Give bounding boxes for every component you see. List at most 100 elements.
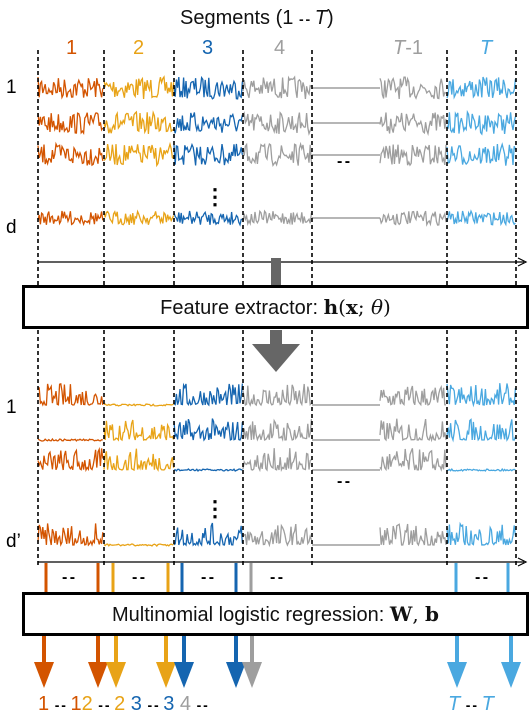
- output-arrow-head: [88, 662, 108, 688]
- top-row-label-last: d: [6, 217, 17, 238]
- output-dots-t: - -: [465, 697, 477, 713]
- arrow-gap-dots-2: - -: [132, 569, 145, 586]
- output-label-3a: 3: [130, 693, 142, 715]
- output-arrow-head: [501, 662, 521, 688]
- segment-label-t: T: [480, 37, 493, 59]
- top-trace: [446, 76, 517, 100]
- arrow-gap-dots-4: - -: [270, 569, 283, 586]
- bottom-trace: [173, 522, 244, 547]
- top-trace: [379, 76, 447, 100]
- output-dots-3: - -: [147, 697, 158, 713]
- mlr-label: Multinomial logistic regression:: [111, 604, 390, 626]
- output-labels: 1 - - 12 - - 2 3 - - 3 4 - -: [38, 693, 208, 715]
- bottom-trace: [38, 382, 104, 407]
- output-label-1a: 1: [38, 693, 50, 715]
- top-trace: [103, 141, 174, 168]
- big-arrow-shaft: [270, 330, 282, 344]
- time-axis-head: [517, 257, 528, 267]
- output-arrow-head: [242, 662, 262, 688]
- bottom-trace: [446, 418, 517, 443]
- output-arrow-head: [447, 662, 467, 688]
- feature-extractor-label: Feature extractor:: [160, 297, 324, 319]
- feature-extractor-close: ): [383, 295, 391, 319]
- feature-extractor-func: h: [323, 295, 339, 319]
- bottom-trace: [446, 521, 517, 546]
- top-trace: [173, 112, 244, 134]
- bottom-trace: [242, 418, 313, 442]
- output-label-1b: 1: [70, 693, 82, 715]
- bottom-row-label-last: d’: [6, 531, 21, 552]
- top-trace: [379, 144, 447, 167]
- bottom-trace: [173, 382, 244, 407]
- feature-extractor-theta: θ: [370, 295, 384, 319]
- output-arrow-head: [156, 662, 176, 688]
- top-trace: [379, 112, 447, 137]
- segment-label-t-minus-1: T-1: [393, 38, 423, 58]
- mlr-box: Multinomial logistic regression: W, b: [22, 592, 529, 636]
- top-trace: [173, 75, 244, 100]
- feature-extractor-sep: ;: [357, 295, 371, 319]
- bottom-trace: [103, 543, 174, 547]
- top-trace: [446, 109, 517, 136]
- bottom-trace: [103, 448, 175, 472]
- top-trace: [446, 209, 516, 227]
- bottom-trace: [37, 523, 104, 547]
- output-dots-2: - -: [98, 697, 109, 713]
- time-axis-head: [517, 557, 528, 567]
- output-label-3b: 3: [163, 693, 175, 715]
- top-trace: [103, 75, 175, 99]
- top-trace: [173, 142, 244, 166]
- top-trace: [37, 76, 104, 100]
- feature-extractor-open: (: [338, 295, 346, 319]
- bottom-trace: [173, 468, 243, 473]
- segment-label-3: 3: [202, 37, 214, 59]
- signal-traces: [37, 75, 517, 548]
- segment-label-4: 4: [274, 37, 286, 59]
- top-trace: [446, 142, 517, 166]
- bottom-trace: [242, 383, 312, 407]
- bottom-row-label-first: 1: [6, 397, 17, 418]
- title-prefix: Segments (1: [180, 7, 294, 29]
- output-label-4: 4: [179, 693, 192, 715]
- bottom-trace: [242, 523, 313, 548]
- feature-extractor-x: x: [345, 295, 358, 319]
- arrows-layer: [34, 257, 528, 688]
- title-var: T: [314, 7, 327, 29]
- bottom-trace: [379, 448, 447, 472]
- bottom-trace: [379, 523, 447, 547]
- bottom-trace: [242, 448, 312, 473]
- top-trace: [37, 141, 104, 167]
- top-trace: [242, 209, 313, 227]
- top-trace: [37, 112, 104, 135]
- output-label-ta: T: [448, 693, 461, 715]
- output-arrow-head: [174, 662, 194, 688]
- diagram-title: Segments (1 - - T): [180, 8, 334, 28]
- output-arrow-head: [34, 662, 54, 688]
- bottom-row-vdots: ⋮: [204, 496, 226, 521]
- bottom-trace: [103, 403, 174, 407]
- feature-extractor-box: Feature extractor: h(x; θ): [22, 285, 529, 329]
- arrow-gap-dots-3: - -: [201, 569, 214, 586]
- top-trace: [242, 141, 313, 167]
- output-arrow-head: [226, 662, 246, 688]
- bottom-trace: [37, 446, 104, 473]
- mlr-b: b: [425, 602, 440, 626]
- title-dots: - -: [298, 11, 310, 27]
- bottom-trace: [379, 418, 447, 443]
- bottom-trace: [379, 384, 447, 407]
- title-suffix: ): [326, 7, 334, 29]
- top-trace: [379, 210, 447, 227]
- top-trace: [103, 110, 174, 135]
- bottom-trace: [103, 419, 175, 442]
- big-arrow-head: [252, 344, 300, 372]
- segment-label-2: 2: [133, 37, 145, 59]
- top-gap-dots: - -: [337, 153, 350, 170]
- output-label-2a: 2: [81, 693, 93, 715]
- connector-bar: [271, 258, 281, 286]
- top-trace: [242, 75, 312, 99]
- bottom-trace: [446, 467, 516, 472]
- mlr-W: W: [389, 602, 413, 626]
- top-trace: [37, 210, 104, 227]
- top-row-label-first: 1: [6, 77, 17, 98]
